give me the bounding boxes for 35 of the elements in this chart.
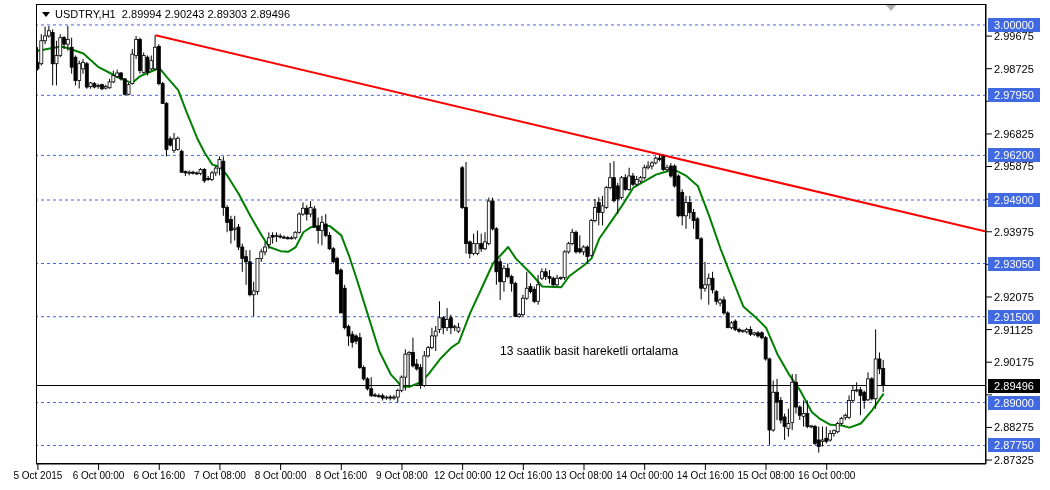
ref-line-label: 2.94900 — [988, 193, 1040, 207]
y-tick-label: 2.98725 — [994, 62, 1034, 75]
y-tick-label: 2.88275 — [994, 421, 1034, 434]
x-tick-label: 16 Oct 00:00 — [798, 470, 856, 482]
y-tick-label: 2.91125 — [994, 323, 1033, 336]
ref-line-label: 2.97950 — [988, 88, 1040, 103]
ref-line-label: 2.91500 — [988, 309, 1040, 324]
x-tick-label: 6 Oct 16:00 — [133, 470, 186, 482]
ref-line-label: 2.89000 — [988, 395, 1040, 410]
y-tick-label: 2.99675 — [994, 30, 1034, 42]
y-tick-label: 2.93975 — [994, 225, 1034, 238]
x-tick-label: 6 Oct 00:00 — [72, 470, 125, 482]
x-tick-label: 12 Oct 16:00 — [494, 470, 553, 482]
ref-line-label: 2.87750 — [988, 438, 1040, 453]
ref-line-label: 2.96200 — [988, 148, 1040, 163]
y-tick-label: 2.96825 — [994, 127, 1034, 140]
y-tick-label: 2.92075 — [994, 290, 1034, 303]
y-tick-label: 2.87325 — [994, 453, 1034, 466]
x-tick-label: 15 Oct 08:00 — [737, 470, 796, 482]
x-tick-label: 8 Oct 00:00 — [254, 470, 307, 482]
y-tick-label: 2.90175 — [994, 356, 1034, 369]
x-tick-label: 9 Oct 08:00 — [376, 470, 429, 482]
ref-line-label: 3.00000 — [988, 17, 1040, 32]
x-tick-label: 13 Oct 08:00 — [555, 470, 614, 482]
x-tick-label: 14 Oct 16:00 — [676, 470, 735, 482]
ref-line-label: 2.93050 — [988, 256, 1040, 271]
ref-line-label: 2.89496 — [988, 378, 1040, 393]
x-tick-label: 14 Oct 00:00 — [616, 470, 674, 482]
y-tick-label: 2.95875 — [994, 160, 1034, 173]
chart-title: USDTRY,H1 2.89994 2.90243 2.89303 2.89496 — [55, 8, 291, 20]
x-tick-label: 7 Oct 08:00 — [194, 470, 247, 482]
x-tick-label: 8 Oct 16:00 — [315, 470, 368, 482]
annotation: 13 saatlik basit hareketli ortalama — [500, 344, 679, 358]
x-tick-label: 12 Oct 00:00 — [434, 470, 492, 482]
x-tick-label: 5 Oct 2015 — [13, 470, 63, 482]
